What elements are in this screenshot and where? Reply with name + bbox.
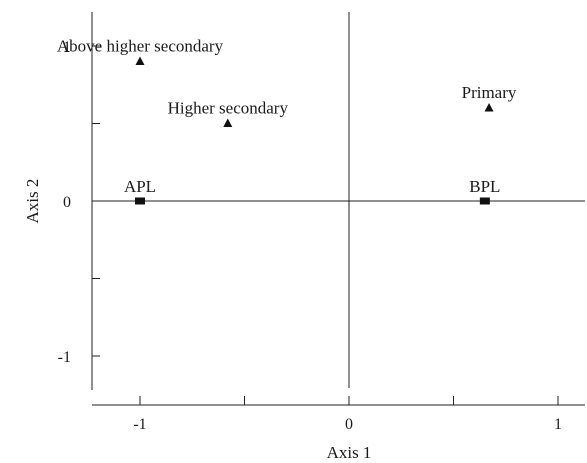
point-higher-secondary <box>223 118 233 127</box>
x-tick-label: -1 <box>133 416 146 433</box>
x-ticks: -1 0 1 <box>133 396 562 433</box>
data-points: Above higher secondary Higher secondary Pr… <box>57 37 517 205</box>
x-tick-label: 1 <box>554 416 562 433</box>
point-primary <box>484 103 494 112</box>
label-higher-secondary: Higher secondary <box>168 99 289 118</box>
x-axis-title: Axis 1 <box>327 443 372 462</box>
y-tick-label: -1 <box>58 349 71 366</box>
label-above-higher-secondary: Above higher secondary <box>57 37 224 56</box>
point-bpl <box>479 197 490 205</box>
axes-group <box>91 12 585 406</box>
x-tick-label: 0 <box>345 416 353 433</box>
reference-lines <box>92 12 585 388</box>
y-ticks: -1 0 1 <box>58 39 100 366</box>
point-above-higher-secondary <box>135 56 145 65</box>
label-apl: APL <box>124 177 156 196</box>
y-tick-label: 1 <box>63 39 71 56</box>
label-bpl: BPL <box>469 177 500 196</box>
label-primary: Primary <box>462 83 517 102</box>
y-axis-title: Axis 2 <box>23 179 42 224</box>
y-tick-label: 0 <box>63 194 71 211</box>
point-apl <box>135 197 145 205</box>
